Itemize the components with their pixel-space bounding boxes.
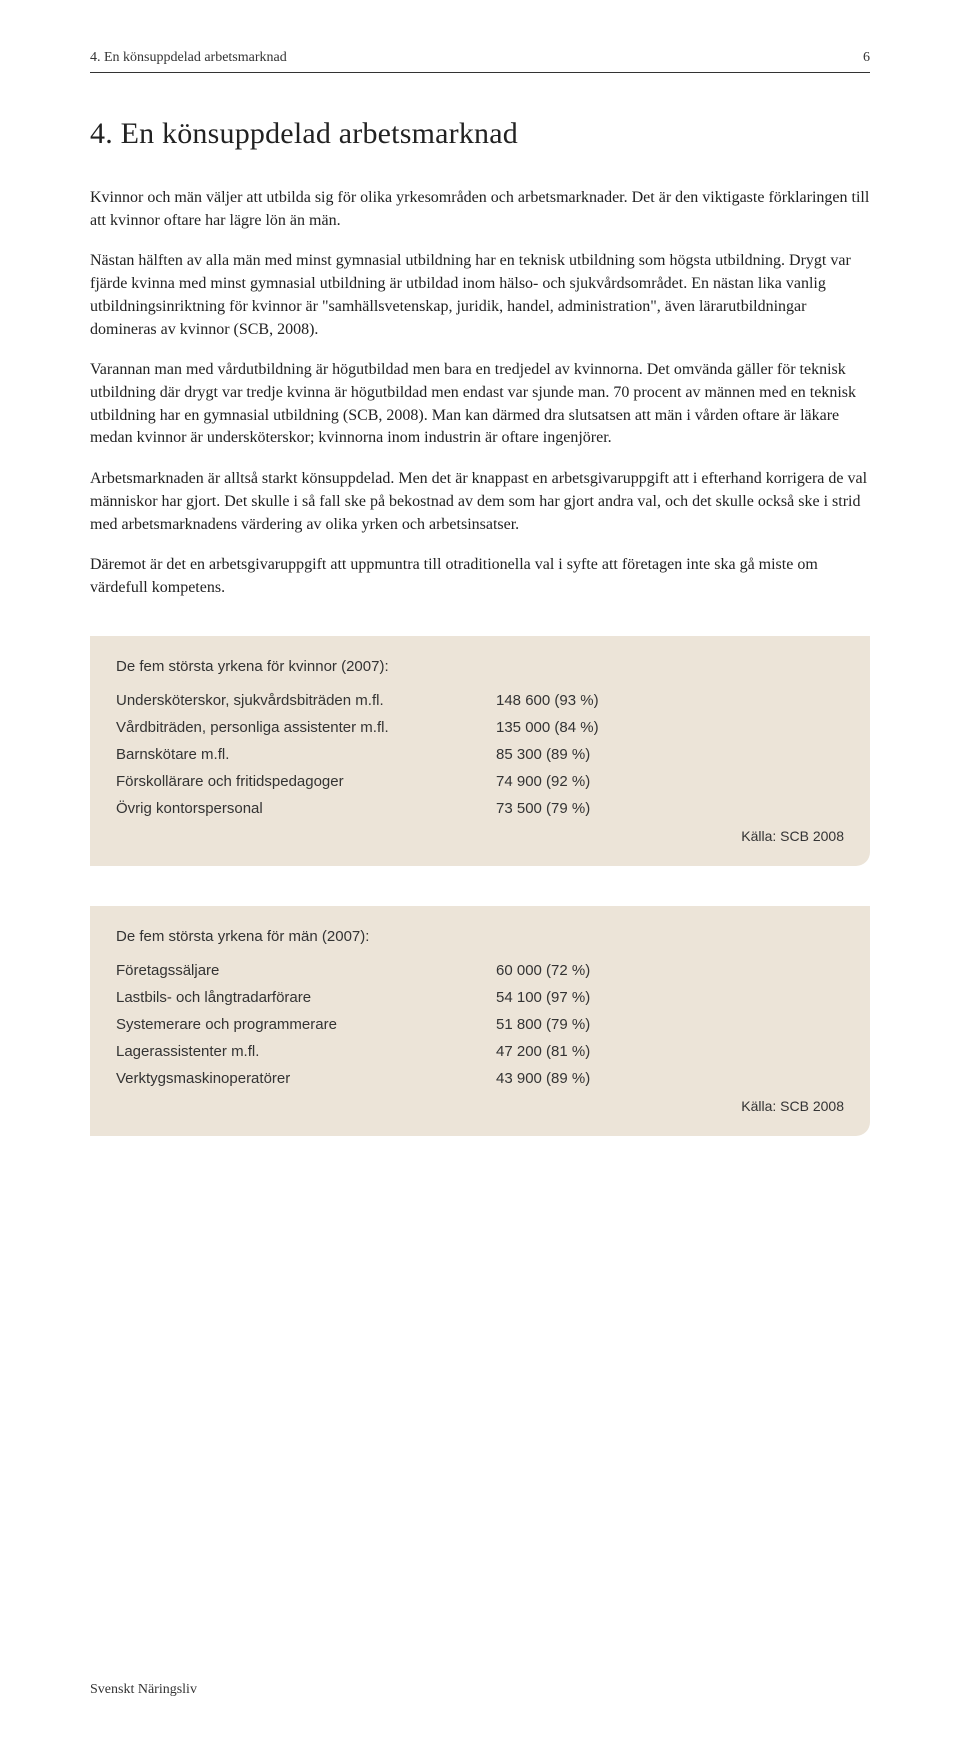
table-row: Systemerare och programmerare 51 800 (79…: [116, 1011, 844, 1038]
table-row: Undersköterskor, sjukvårdsbiträden m.fl.…: [116, 687, 844, 714]
row-label: Verktygsmaskinoperatörer: [116, 1070, 496, 1087]
row-value: 74 900 (92 %): [496, 773, 590, 790]
row-label: Lastbils- och långtradarförare: [116, 989, 496, 1006]
table-row: Företagssäljare 60 000 (72 %): [116, 957, 844, 984]
row-label: Övrig kontorspersonal: [116, 800, 496, 817]
body-paragraph: Däremot är det en arbetsgivaruppgift att…: [90, 554, 870, 599]
infobox-women: De fem största yrkena för kvinnor (2007)…: [90, 636, 870, 866]
row-label: Företagssäljare: [116, 962, 496, 979]
section-title: 4. En könsuppdelad arbetsmarknad: [90, 117, 870, 151]
row-value: 51 800 (79 %): [496, 1016, 590, 1033]
row-value: 135 000 (84 %): [496, 719, 599, 736]
table-row: Barnskötare m.fl. 85 300 (89 %): [116, 741, 844, 768]
row-value: 43 900 (89 %): [496, 1070, 590, 1087]
header-section-label: 4. En könsuppdelad arbetsmarknad: [90, 50, 287, 66]
infobox-title: De fem största yrkena för kvinnor (2007)…: [116, 658, 844, 675]
row-label: Systemerare och programmerare: [116, 1016, 496, 1033]
row-value: 148 600 (93 %): [496, 692, 599, 709]
infobox-title: De fem största yrkena för män (2007):: [116, 928, 844, 945]
table-row: Lastbils- och långtradarförare 54 100 (9…: [116, 984, 844, 1011]
infobox-men: De fem största yrkena för män (2007): Fö…: [90, 906, 870, 1136]
table-row: Övrig kontorspersonal 73 500 (79 %): [116, 795, 844, 822]
header-page-number: 6: [863, 50, 870, 66]
page-footer: Svenskt Näringsliv: [90, 1682, 197, 1698]
row-label: Förskollärare och fritidspedagoger: [116, 773, 496, 790]
table-row: Förskollärare och fritidspedagoger 74 90…: [116, 768, 844, 795]
row-label: Vårdbiträden, personliga assistenter m.f…: [116, 719, 496, 736]
body-paragraph: Nästan hälften av alla män med minst gym…: [90, 250, 870, 341]
row-value: 60 000 (72 %): [496, 962, 590, 979]
body-paragraph: Kvinnor och män väljer att utbilda sig f…: [90, 187, 870, 232]
row-value: 73 500 (79 %): [496, 800, 590, 817]
row-label: Lagerassistenter m.fl.: [116, 1043, 496, 1060]
table-row: Lagerassistenter m.fl. 47 200 (81 %): [116, 1038, 844, 1065]
row-value: 54 100 (97 %): [496, 989, 590, 1006]
row-label: Barnskötare m.fl.: [116, 746, 496, 763]
body-paragraph: Arbetsmarknaden är alltså starkt könsupp…: [90, 468, 870, 536]
infobox-source: Källa: SCB 2008: [116, 1098, 844, 1114]
document-page: 4. En könsuppdelad arbetsmarknad 6 4. En…: [0, 0, 960, 1738]
table-row: Vårdbiträden, personliga assistenter m.f…: [116, 714, 844, 741]
row-label: Undersköterskor, sjukvårdsbiträden m.fl.: [116, 692, 496, 709]
row-value: 47 200 (81 %): [496, 1043, 590, 1060]
infobox-source: Källa: SCB 2008: [116, 828, 844, 844]
table-row: Verktygsmaskinoperatörer 43 900 (89 %): [116, 1065, 844, 1092]
row-value: 85 300 (89 %): [496, 746, 590, 763]
body-paragraph: Varannan man med vårdutbildning är högut…: [90, 359, 870, 450]
page-header: 4. En könsuppdelad arbetsmarknad 6: [90, 50, 870, 73]
